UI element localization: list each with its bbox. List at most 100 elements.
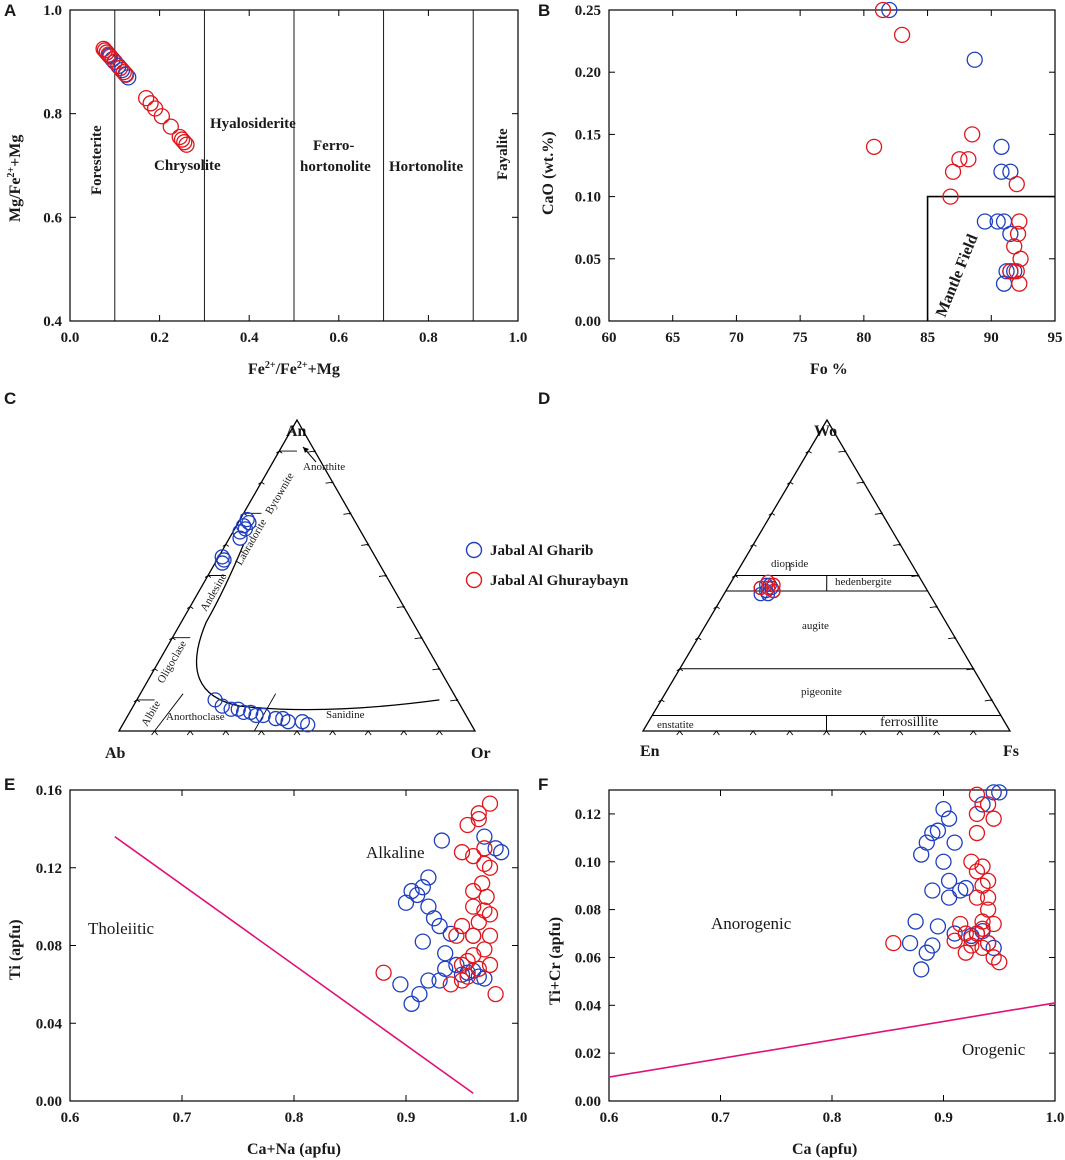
point-gharib bbox=[476, 828, 493, 845]
point-ghuraybayn bbox=[974, 920, 991, 937]
point-ghuraybayn bbox=[979, 889, 997, 906]
ternary-tick bbox=[823, 730, 830, 736]
field-enstatite: enstatite bbox=[657, 719, 694, 731]
panel-d: D Wo En Fs diopside hedenbergite augite … bbox=[538, 389, 1019, 760]
point-ghuraybayn bbox=[974, 913, 991, 930]
point-gharib bbox=[403, 995, 420, 1012]
ternary-tick bbox=[859, 730, 867, 736]
field-bytownite: Bytownite bbox=[263, 471, 296, 517]
panel-f-xlabel: Ca (apfu) bbox=[792, 1141, 857, 1158]
x-tick-label: 0.6 bbox=[329, 330, 348, 346]
point-ghuraybayn bbox=[865, 138, 883, 155]
ternary-tick bbox=[396, 605, 406, 609]
field-hedenbergite: hedenbergite bbox=[835, 576, 892, 588]
point-ghuraybayn bbox=[102, 48, 119, 65]
y-tick-label: 0.25 bbox=[575, 3, 601, 19]
panel-e-ylabel: Ti (apfu) bbox=[7, 919, 24, 980]
x-tick-label: 0.0 bbox=[61, 330, 80, 346]
panel-e-xlabel: Ca+Na (apfu) bbox=[247, 1141, 341, 1158]
point-ghuraybayn bbox=[476, 855, 493, 873]
pyroxene-triangle bbox=[641, 418, 1012, 736]
point-ghuraybayn bbox=[453, 956, 471, 974]
ternary-tick bbox=[966, 668, 975, 671]
ternary-tick bbox=[361, 543, 370, 546]
point-ghuraybayn bbox=[115, 64, 132, 81]
ternary-tick bbox=[432, 668, 441, 671]
y-tick-label: 0.6 bbox=[43, 210, 62, 226]
point-ghuraybayn bbox=[1008, 263, 1025, 280]
point-gharib bbox=[448, 956, 465, 974]
point-ghuraybayn bbox=[474, 875, 491, 892]
point-gharib bbox=[214, 549, 230, 565]
anorthoclase-divider bbox=[154, 693, 184, 732]
point-ghuraybayn bbox=[448, 927, 465, 944]
triangle-outline bbox=[117, 418, 477, 732]
ternary-tick bbox=[786, 730, 794, 736]
ternary-tick bbox=[838, 450, 847, 453]
ternary-tick bbox=[713, 730, 720, 736]
y-tick-label: 0.15 bbox=[575, 127, 601, 143]
point-ghuraybayn bbox=[968, 889, 986, 906]
ternary-tick bbox=[151, 730, 158, 736]
field-chrysolite: Chrysolite bbox=[154, 158, 221, 174]
panel-b-points bbox=[865, 1, 1029, 292]
region-alkaline: Alkaline bbox=[366, 843, 425, 862]
x-tick-label: 0.7 bbox=[173, 1110, 192, 1126]
point-ghuraybayn bbox=[117, 66, 135, 83]
panel-a-points bbox=[95, 40, 195, 153]
anorthite-arrow bbox=[302, 446, 317, 463]
point-gharib bbox=[267, 710, 284, 727]
ternary-tick bbox=[343, 512, 352, 515]
apex-fs: Fs bbox=[1003, 743, 1019, 760]
x-tick-label: 85 bbox=[920, 330, 935, 346]
x-tick-label: 80 bbox=[856, 330, 871, 346]
x-tick-label: 95 bbox=[1048, 330, 1063, 346]
ternary-tick bbox=[325, 481, 334, 484]
y-tick-label: 0.4 bbox=[43, 314, 62, 330]
point-gharib bbox=[940, 889, 958, 906]
point-ghuraybayn bbox=[968, 824, 986, 842]
a-xlabel-part2: /Fe bbox=[275, 361, 297, 378]
point-ghuraybayn bbox=[453, 844, 471, 861]
ternary-tick bbox=[658, 699, 665, 703]
ternary-tick bbox=[275, 450, 283, 454]
point-ghuraybayn bbox=[465, 947, 482, 964]
point-ghuraybayn bbox=[1011, 213, 1028, 230]
y-tick-label: 0.20 bbox=[575, 65, 601, 81]
a-ylabel-part2: +Mg bbox=[7, 135, 24, 167]
point-ghuraybayn bbox=[173, 131, 191, 148]
x-tick-label: 0.6 bbox=[61, 1110, 80, 1126]
point-ghuraybayn bbox=[459, 816, 476, 834]
point-gharib bbox=[989, 213, 1006, 230]
solvus-curve bbox=[195, 544, 440, 711]
point-ghuraybayn bbox=[1008, 176, 1025, 193]
panel-a-ylabel: Mg/Fe2++Mg bbox=[6, 135, 24, 222]
field-ferrosillite: ferrosillite bbox=[880, 715, 938, 730]
point-ghuraybayn bbox=[481, 859, 499, 876]
y-tick-label: 0.06 bbox=[575, 950, 602, 966]
ternary-tick bbox=[186, 730, 194, 736]
point-gharib bbox=[214, 698, 230, 714]
point-ghuraybayn bbox=[951, 151, 968, 168]
x-tick-label: 65 bbox=[665, 330, 680, 346]
panel-e-points bbox=[375, 795, 510, 1012]
panel-a-label: A bbox=[4, 1, 16, 20]
field-sanidine: Sanidine bbox=[326, 709, 365, 721]
ternary-tick bbox=[258, 730, 265, 736]
point-ghuraybayn bbox=[1009, 225, 1027, 243]
x-tick-label: 70 bbox=[729, 330, 744, 346]
point-ghuraybayn bbox=[481, 906, 499, 923]
x-tick-label: 1.0 bbox=[509, 1110, 528, 1126]
panel-e-label: E bbox=[4, 775, 15, 794]
field-ferro: Ferro- bbox=[313, 138, 354, 154]
a-ylabel-sup: 2+ bbox=[6, 167, 17, 178]
y-tick-label: 0.08 bbox=[575, 903, 601, 919]
y-tick-label: 0.10 bbox=[575, 855, 601, 871]
ternary-tick bbox=[750, 543, 757, 547]
point-gharib bbox=[940, 872, 958, 890]
panel-f-points bbox=[885, 784, 1008, 978]
panel-e: E 0.6 0.7 0.8 0.9 1.0 0.00 0.04 0.08 0.12 0.16 Th… bbox=[4, 775, 527, 1158]
ternary-tick bbox=[258, 481, 265, 485]
ternary-tick bbox=[307, 450, 317, 453]
